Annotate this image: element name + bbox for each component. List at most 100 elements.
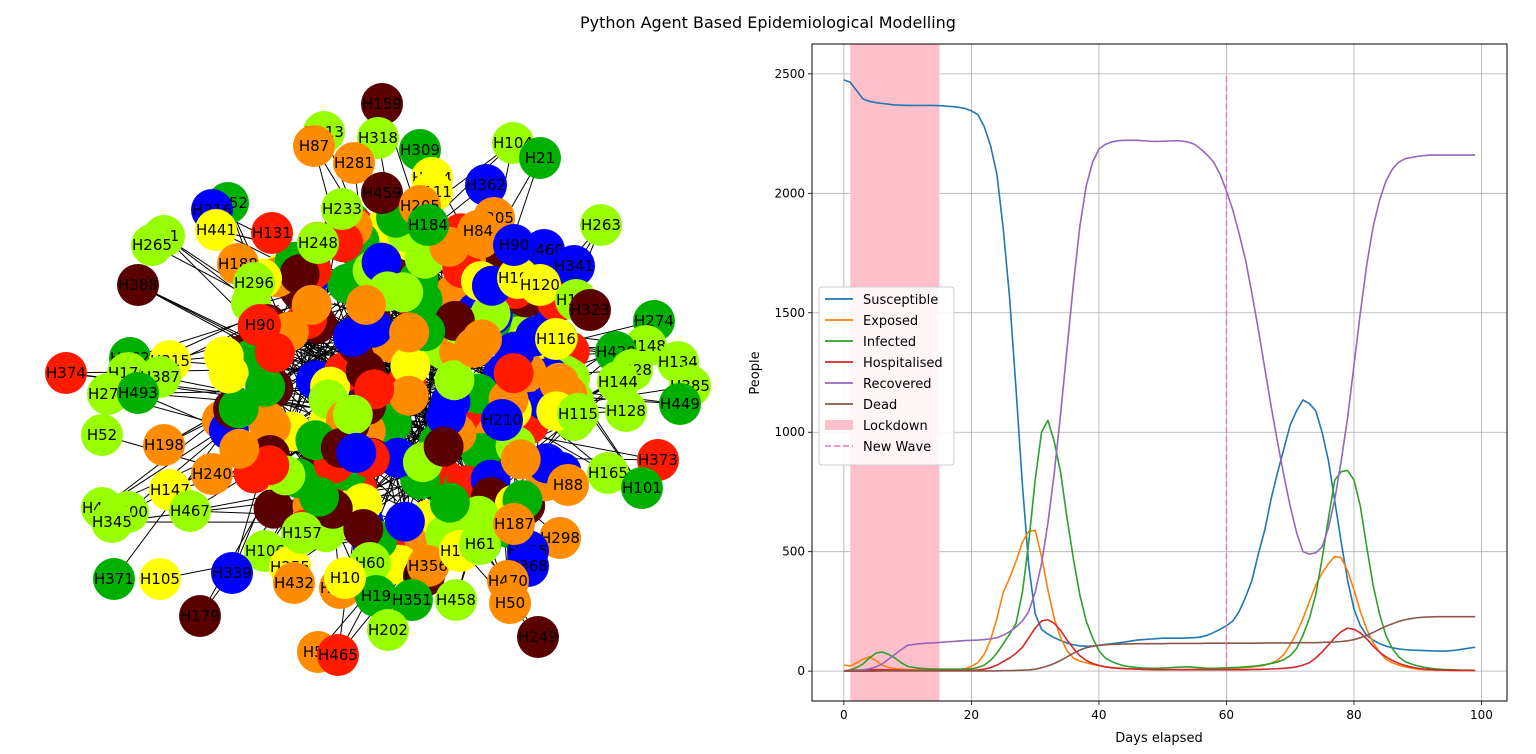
network-node: H120 bbox=[519, 264, 561, 306]
network-node: H432 bbox=[273, 562, 315, 604]
network-node: H388 bbox=[117, 264, 159, 306]
network-node: H441 bbox=[195, 209, 237, 251]
network-node-core bbox=[299, 476, 340, 517]
network-node: H233 bbox=[321, 188, 363, 230]
network-node-label: H240 bbox=[192, 465, 232, 483]
network-node: H240 bbox=[191, 453, 233, 495]
network-node: H371 bbox=[93, 558, 135, 600]
network-node: H187 bbox=[493, 503, 535, 545]
network-node: H351 bbox=[391, 579, 433, 621]
network-node-label: H184 bbox=[408, 216, 448, 234]
network-node-label: H21 bbox=[525, 149, 555, 167]
network-node-circle bbox=[143, 424, 185, 466]
network-node-circle bbox=[361, 172, 403, 214]
network-node-circle bbox=[587, 452, 629, 494]
network-node-label: H441 bbox=[196, 221, 236, 239]
network-node-circle bbox=[139, 558, 181, 600]
network-node-label: H432 bbox=[274, 574, 314, 592]
x-tick-label: 40 bbox=[1091, 708, 1106, 722]
contact-network: H159H113H318H87H281H309H104H21H362H304H4… bbox=[45, 83, 711, 676]
network-node: H101 bbox=[621, 467, 663, 509]
legend-label-new-wave: New Wave bbox=[863, 440, 931, 455]
network-node-circle bbox=[517, 616, 559, 658]
network-node-circle bbox=[457, 210, 499, 252]
network-node: H263 bbox=[580, 204, 622, 246]
network-node-label: H459 bbox=[362, 184, 402, 202]
network-node: H10 bbox=[324, 557, 366, 599]
figure-title: Python Agent Based Epidemiological Model… bbox=[580, 13, 956, 32]
series-line-dead bbox=[843, 615, 1476, 672]
network-node-label: H265 bbox=[132, 236, 172, 254]
network-node-label: H362 bbox=[466, 176, 506, 194]
network-node-label: H116 bbox=[536, 330, 576, 348]
network-node-core bbox=[388, 375, 429, 416]
network-node-circle bbox=[489, 582, 531, 624]
network-node-circle bbox=[195, 209, 237, 251]
network-node-label: H323 bbox=[570, 301, 610, 319]
y-tick-label: 1500 bbox=[774, 306, 805, 320]
network-node-circle bbox=[407, 545, 449, 587]
network-node-circle bbox=[465, 164, 507, 206]
network-node: H90 bbox=[239, 304, 281, 346]
network-node-circle bbox=[361, 83, 403, 125]
network-node: H362 bbox=[465, 164, 507, 206]
network-node: H19 bbox=[355, 575, 397, 617]
network-node-circle bbox=[251, 212, 293, 254]
network-node-label: H179 bbox=[180, 607, 220, 625]
network-node: H296 bbox=[233, 262, 275, 304]
network-node-core bbox=[500, 439, 541, 480]
network-node: H458 bbox=[435, 579, 477, 621]
network-node-core bbox=[336, 432, 377, 473]
network-node-circle bbox=[481, 399, 523, 441]
series-line-infected bbox=[843, 419, 1476, 672]
network-node-label: H165 bbox=[588, 464, 628, 482]
network-node-core bbox=[389, 312, 430, 353]
network-node-core bbox=[219, 428, 260, 469]
network-node-core bbox=[218, 388, 259, 429]
network-node: H115 bbox=[557, 393, 599, 435]
network-node: H467 bbox=[169, 490, 211, 532]
network-node-label: H128 bbox=[606, 402, 646, 420]
network-node: H281 bbox=[333, 142, 375, 184]
network-node: H459 bbox=[361, 172, 403, 214]
network-node-label: H249 bbox=[518, 628, 558, 646]
legend-label-recovered: Recovered bbox=[863, 377, 932, 392]
network-node-label: H388 bbox=[118, 276, 158, 294]
network-node-label: H198 bbox=[144, 436, 184, 454]
series-lines bbox=[843, 79, 1476, 672]
network-node-circle bbox=[297, 222, 339, 264]
network-node: H202 bbox=[367, 609, 409, 651]
network-node-label: H88 bbox=[553, 476, 583, 494]
network-node-label: H373 bbox=[638, 451, 678, 469]
network-node-circle bbox=[659, 383, 701, 425]
network-node-circle bbox=[233, 262, 275, 304]
network-node-core bbox=[346, 284, 386, 325]
network-node-label: H341 bbox=[554, 257, 594, 275]
y-tick-label: 1000 bbox=[774, 425, 805, 439]
network-node: H61 bbox=[459, 523, 501, 565]
network-node-label: H281 bbox=[334, 154, 374, 172]
network-node-circle bbox=[333, 142, 375, 184]
x-tick-label: 0 bbox=[840, 708, 848, 722]
network-node-label: H84 bbox=[463, 222, 493, 240]
network-node-label: H90 bbox=[245, 316, 275, 334]
network-node-circle bbox=[580, 204, 622, 246]
network-node-circle bbox=[273, 562, 315, 604]
network-node: H323 bbox=[569, 289, 611, 331]
network-node: H493 bbox=[117, 372, 159, 414]
network-node-circle bbox=[597, 361, 639, 403]
network-node-label: H298 bbox=[540, 529, 580, 547]
network-node-circle bbox=[539, 517, 581, 559]
network-node: H179 bbox=[179, 595, 221, 637]
network-node-circle bbox=[81, 414, 123, 456]
network-node-label: H351 bbox=[392, 591, 432, 609]
network-node-circle bbox=[547, 464, 589, 506]
network-node: H265 bbox=[131, 224, 173, 266]
chart-legend: Susceptible Exposed Infected Hospitalised Re… bbox=[818, 286, 955, 466]
network-node: H105 bbox=[139, 558, 181, 600]
network-node-label: H87 bbox=[299, 137, 329, 155]
network-node-label: H144 bbox=[598, 373, 638, 391]
network-node: H210 bbox=[481, 399, 523, 441]
legend-label-lockdown: Lockdown bbox=[863, 419, 928, 434]
x-tick-label: 80 bbox=[1346, 708, 1361, 722]
